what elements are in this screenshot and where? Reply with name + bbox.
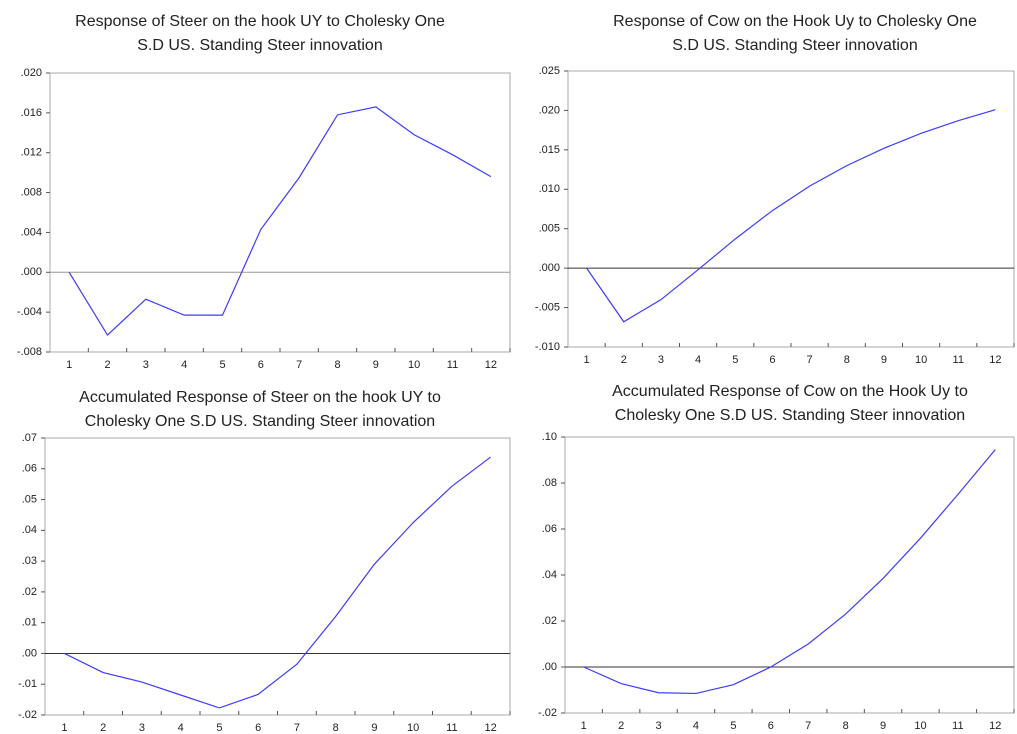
y-tick-label: .06 xyxy=(542,523,557,535)
y-tick-label: -.01 xyxy=(18,678,37,690)
plot-frame xyxy=(49,72,511,353)
x-tick-label: 9 xyxy=(373,359,379,371)
y-tick-label: .02 xyxy=(22,586,37,598)
x-tick-label: 10 xyxy=(915,354,927,366)
chart-title: S.D US. Standing Steer innovation xyxy=(137,37,382,54)
y-tick-label: .00 xyxy=(22,647,37,659)
chart-title: Response of Steer on the hook UY to Chol… xyxy=(75,13,445,30)
x-tick-label: 6 xyxy=(258,359,264,371)
plot-frame xyxy=(564,436,1015,714)
x-tick-label: 5 xyxy=(730,720,736,732)
data-line xyxy=(583,449,996,695)
x-tick-label: 3 xyxy=(658,354,664,366)
y-tick-label: .02 xyxy=(542,615,557,627)
y-tick-label: .012 xyxy=(21,147,42,159)
y-tick-label: .008 xyxy=(21,186,42,198)
y-tick-label: .07 xyxy=(22,432,37,444)
x-tick-label: 6 xyxy=(255,722,261,734)
chart-title: Response of Cow on the Hook Uy to Choles… xyxy=(613,13,977,30)
y-tick-label: .005 xyxy=(539,223,560,235)
plot-frame xyxy=(567,70,1015,348)
x-tick-label: 7 xyxy=(805,720,811,732)
x-tick-label: 4 xyxy=(178,722,184,734)
y-tick-label: .010 xyxy=(539,183,560,195)
y-tick-label: -.010 xyxy=(535,341,560,353)
x-tick-label: 10 xyxy=(914,720,926,732)
x-tick-label: 12 xyxy=(989,720,1001,732)
x-tick-label: 4 xyxy=(181,359,187,371)
x-tick-label: 2 xyxy=(104,359,110,371)
x-tick-label: 8 xyxy=(843,720,849,732)
chart-title: Accumulated Response of Cow on the Hook … xyxy=(612,383,968,400)
y-tick-label: .020 xyxy=(539,104,560,116)
x-tick-label: 5 xyxy=(216,722,222,734)
x-tick-label: 12 xyxy=(485,722,497,734)
y-tick-label: -.004 xyxy=(17,306,42,318)
chart-title: S.D US. Standing Steer innovation xyxy=(672,37,917,54)
chart-title: Cholesky One S.D US. Standing Steer inno… xyxy=(85,413,435,430)
x-tick-label: 11 xyxy=(953,354,964,366)
x-tick-label: 9 xyxy=(371,722,377,734)
y-tick-label: .08 xyxy=(542,477,557,489)
x-tick-label: 6 xyxy=(768,720,774,732)
x-tick-label: 2 xyxy=(100,722,106,734)
x-tick-label: 2 xyxy=(621,354,627,366)
x-tick-label: 8 xyxy=(844,354,850,366)
x-tick-label: 6 xyxy=(769,354,775,366)
x-tick-label: 8 xyxy=(334,359,340,371)
y-tick-label: .016 xyxy=(21,107,42,119)
y-tick-label: .04 xyxy=(542,569,557,581)
y-tick-label: -.02 xyxy=(18,709,37,721)
y-tick-label: .000 xyxy=(21,266,42,278)
x-tick-label: 8 xyxy=(333,722,339,734)
data-line xyxy=(68,106,492,337)
x-tick-label: 3 xyxy=(139,722,145,734)
y-tick-label: .00 xyxy=(542,661,557,673)
y-tick-label: .05 xyxy=(22,493,37,505)
x-tick-label: 12 xyxy=(989,354,1001,366)
y-tick-label: .004 xyxy=(21,226,42,238)
x-tick-label: 7 xyxy=(807,354,813,366)
x-tick-label: 11 xyxy=(447,359,458,371)
x-tick-label: 7 xyxy=(294,722,300,734)
x-tick-label: 7 xyxy=(296,359,302,371)
x-tick-label: 5 xyxy=(219,359,225,371)
x-tick-label: 12 xyxy=(485,359,497,371)
x-tick-label: 1 xyxy=(66,359,72,371)
x-tick-label: 10 xyxy=(408,359,420,371)
x-tick-label: 11 xyxy=(952,720,963,732)
data-line xyxy=(64,456,491,709)
y-tick-label: -.005 xyxy=(535,301,560,313)
y-tick-label: .01 xyxy=(22,617,37,629)
y-tick-label: .000 xyxy=(539,262,560,274)
y-tick-label: .025 xyxy=(539,65,560,77)
x-tick-label: 3 xyxy=(655,720,661,732)
y-tick-label: .015 xyxy=(539,144,560,156)
x-tick-label: 1 xyxy=(61,722,67,734)
x-tick-label: 1 xyxy=(581,720,587,732)
plot-frame xyxy=(44,437,511,716)
x-tick-label: 1 xyxy=(584,354,590,366)
x-tick-label: 4 xyxy=(693,720,699,732)
y-tick-label: -.008 xyxy=(17,346,42,358)
chart-title: Accumulated Response of Steer on the hoo… xyxy=(79,389,441,406)
y-tick-label: -.02 xyxy=(538,707,557,719)
x-tick-label: 5 xyxy=(732,354,738,366)
y-tick-label: .020 xyxy=(21,67,42,79)
data-line xyxy=(586,109,996,323)
x-tick-label: 9 xyxy=(880,720,886,732)
x-tick-label: 2 xyxy=(618,720,624,732)
y-tick-label: .04 xyxy=(22,524,37,536)
y-tick-label: .06 xyxy=(22,463,37,475)
x-tick-label: 4 xyxy=(695,354,701,366)
y-tick-label: .03 xyxy=(22,555,37,567)
x-tick-label: 10 xyxy=(407,722,419,734)
x-tick-label: 9 xyxy=(881,354,887,366)
x-tick-label: 3 xyxy=(143,359,149,371)
x-tick-label: 11 xyxy=(446,722,457,734)
y-tick-label: .10 xyxy=(542,431,557,443)
chart-title: Cholesky One S.D US. Standing Steer inno… xyxy=(615,407,965,424)
